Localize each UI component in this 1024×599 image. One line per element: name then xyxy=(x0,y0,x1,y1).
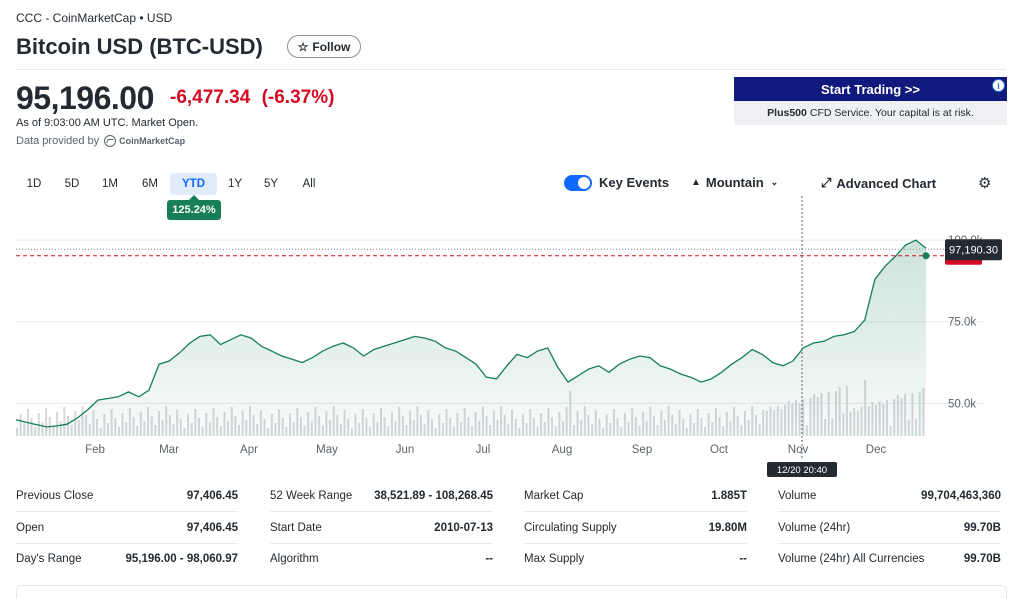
follow-button[interactable]: ☆ Follow xyxy=(287,35,361,58)
ad-disclaimer-text: CFD Service. Your capital is at risk. xyxy=(809,107,974,119)
x-tick-label: Jun xyxy=(396,444,415,456)
stat-label: Previous Close xyxy=(16,490,94,502)
stat-label: 52 Week Range xyxy=(270,490,353,502)
stat-divider xyxy=(270,543,493,544)
expand-icon: ⤢ xyxy=(821,175,832,190)
chart-type-dropdown[interactable]: ▲ Mountain ⌄ xyxy=(691,175,778,190)
y-tick-label: 50.0k xyxy=(948,398,976,410)
price-change-percent: (-6.37%) xyxy=(261,87,335,108)
x-tick-label: Apr xyxy=(240,444,258,456)
crosshair-value-label: 97,190.30 xyxy=(949,244,998,256)
stat-value: -- xyxy=(739,553,747,565)
stat-label: Circulating Supply xyxy=(524,522,617,534)
stat-value: 99,704,463,360 xyxy=(921,490,1001,502)
stat-label: Start Date xyxy=(270,522,322,534)
advanced-chart-button[interactable]: ⤢ Advanced Chart xyxy=(821,175,936,191)
stat-divider xyxy=(16,511,238,512)
price-chart[interactable]: FebMarAprMayJunJulAugSepOctNovDec100.0k7… xyxy=(0,196,1024,480)
range-6m[interactable]: 6M xyxy=(142,178,158,190)
stat-value: 95,196.00 - 98,060.97 xyxy=(125,553,238,565)
key-events-toggle[interactable] xyxy=(564,175,592,191)
ad-brand: Plus500 xyxy=(767,107,807,119)
stat-divider xyxy=(524,511,747,512)
x-tick-label: Oct xyxy=(710,444,729,456)
exchange-label: CCC - CoinMarketCap • USD xyxy=(16,11,173,25)
data-provider: Data provided by CoinMarketCap xyxy=(16,135,185,147)
ytd-change-badge: 125.24% xyxy=(167,195,221,220)
stat-divider xyxy=(524,543,747,544)
range-5y[interactable]: 5Y xyxy=(263,178,279,190)
crosshair-value-badge xyxy=(945,239,1002,261)
chevron-down-icon: ⌄ xyxy=(770,177,779,187)
stat-divider xyxy=(778,511,1001,512)
y-tick-label: 75.0k xyxy=(948,317,976,329)
volume-bar xyxy=(56,412,59,436)
start-trading-ad-button[interactable]: Start Trading >> xyxy=(734,77,1007,101)
range-1y[interactable]: 1Y xyxy=(227,178,243,190)
coinmarketcap-logo[interactable]: CoinMarketCap xyxy=(104,135,185,147)
x-tick-label: Aug xyxy=(552,444,572,456)
crosshair-date-badge xyxy=(767,462,837,477)
bottom-panel xyxy=(16,585,1007,599)
stat-divider xyxy=(16,543,238,544)
range-1d[interactable]: 1D xyxy=(26,178,42,190)
key-events-label[interactable]: Key Events xyxy=(599,175,670,190)
range-1m[interactable]: 1M xyxy=(102,178,118,190)
volume-bar xyxy=(45,408,48,436)
chart-type-label: Mountain xyxy=(705,175,764,190)
stat-value: 19.80M xyxy=(708,522,747,534)
x-tick-label: Mar xyxy=(159,444,179,456)
current-price: 95,196.00 xyxy=(16,80,154,116)
x-tick-label: Jul xyxy=(476,444,491,456)
provided-by-label: Data provided by xyxy=(16,135,100,147)
x-tick-label: Sep xyxy=(632,444,652,456)
stat-label: Open xyxy=(16,522,45,534)
stat-value: 1.885T xyxy=(711,490,747,502)
stat-value: 2010-07-13 xyxy=(434,522,493,534)
ad-info-icon[interactable]: i xyxy=(992,79,1005,92)
range-5d[interactable]: 5D xyxy=(64,178,80,190)
stat-value: -- xyxy=(485,553,493,565)
stat-label: Volume (24hr) All Currencies xyxy=(778,553,925,565)
stat-value: 97,406.45 xyxy=(186,490,238,502)
price-change-value: -6,477.34 xyxy=(170,87,251,108)
advanced-chart-label: Advanced Chart xyxy=(836,175,937,191)
stat-label: Algorithm xyxy=(270,553,319,565)
stat-divider xyxy=(270,511,493,512)
stat-label: Volume xyxy=(778,490,817,502)
page-title: Bitcoin USD (BTC-USD) xyxy=(16,34,263,59)
mountain-icon: ▲ xyxy=(691,177,701,188)
volume-bar xyxy=(63,407,66,436)
ad-disclaimer: Plus500 CFD Service. Your capital is at … xyxy=(734,101,1007,125)
stat-value: 99.70B xyxy=(963,553,1001,565)
price-change: -6,477.34 (-6.37%) xyxy=(170,87,334,109)
stat-divider xyxy=(778,543,1001,544)
current-price-dot xyxy=(922,252,930,260)
stat-value: 99.70B xyxy=(963,522,1001,534)
range-all[interactable]: All xyxy=(302,178,316,190)
stat-label: Volume (24hr) xyxy=(778,522,851,534)
gear-icon[interactable]: ⚙ xyxy=(978,175,992,192)
price-line xyxy=(15,239,927,428)
price-area xyxy=(16,240,926,436)
range-ytd[interactable]: YTD xyxy=(170,173,217,195)
provider-name: CoinMarketCap xyxy=(119,136,186,146)
follow-label: Follow xyxy=(312,39,351,54)
x-tick-label: Nov xyxy=(788,444,809,456)
stat-value: 38,521.89 - 108,268.45 xyxy=(374,490,493,502)
stat-value: 97,406.45 xyxy=(186,522,238,534)
stat-label: Day's Range xyxy=(16,553,82,565)
stat-label: Market Cap xyxy=(524,490,584,502)
stat-label: Max Supply xyxy=(524,553,585,565)
coinmarketcap-icon xyxy=(104,135,117,147)
x-tick-label: Dec xyxy=(866,444,887,456)
header-divider xyxy=(16,69,1006,70)
star-icon: ☆ xyxy=(297,39,309,54)
crosshair-date-label: 12/20 20:40 xyxy=(777,465,827,476)
x-tick-label: Feb xyxy=(85,444,105,456)
x-tick-label: May xyxy=(316,444,338,456)
market-time: As of 9:03:00 AM UTC. Market Open. xyxy=(16,117,199,129)
